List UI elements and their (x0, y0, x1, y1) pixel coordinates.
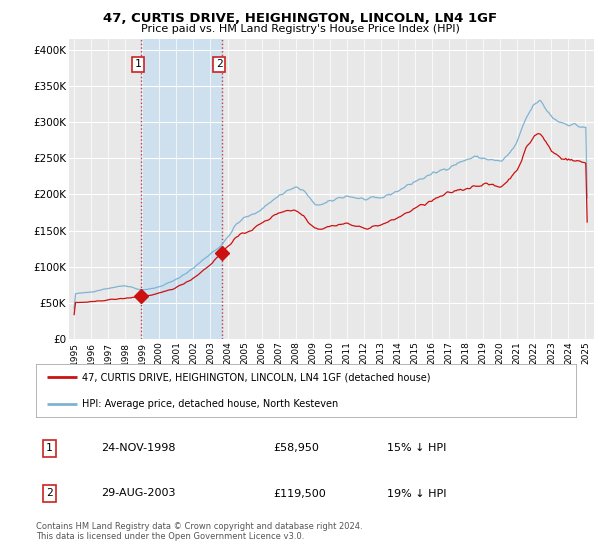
Text: £58,950: £58,950 (274, 444, 319, 454)
Text: £119,500: £119,500 (274, 488, 326, 498)
Text: Price paid vs. HM Land Registry's House Price Index (HPI): Price paid vs. HM Land Registry's House … (140, 24, 460, 34)
Text: 19% ↓ HPI: 19% ↓ HPI (387, 488, 446, 498)
Text: 1: 1 (134, 59, 142, 69)
Text: Contains HM Land Registry data © Crown copyright and database right 2024.
This d: Contains HM Land Registry data © Crown c… (36, 522, 362, 542)
Text: 15% ↓ HPI: 15% ↓ HPI (387, 444, 446, 454)
Text: 1: 1 (46, 444, 53, 454)
Bar (140, 39, 222, 339)
Text: 24-NOV-1998: 24-NOV-1998 (101, 444, 175, 454)
Text: 47, CURTIS DRIVE, HEIGHINGTON, LINCOLN, LN4 1GF: 47, CURTIS DRIVE, HEIGHINGTON, LINCOLN, … (103, 12, 497, 25)
Text: 47, CURTIS DRIVE, HEIGHINGTON, LINCOLN, LN4 1GF (detached house): 47, CURTIS DRIVE, HEIGHINGTON, LINCOLN, … (82, 372, 430, 382)
Text: 2: 2 (216, 59, 223, 69)
Text: 29-AUG-2003: 29-AUG-2003 (101, 488, 175, 498)
Text: 2: 2 (46, 488, 53, 498)
Text: HPI: Average price, detached house, North Kesteven: HPI: Average price, detached house, Nort… (82, 399, 338, 409)
